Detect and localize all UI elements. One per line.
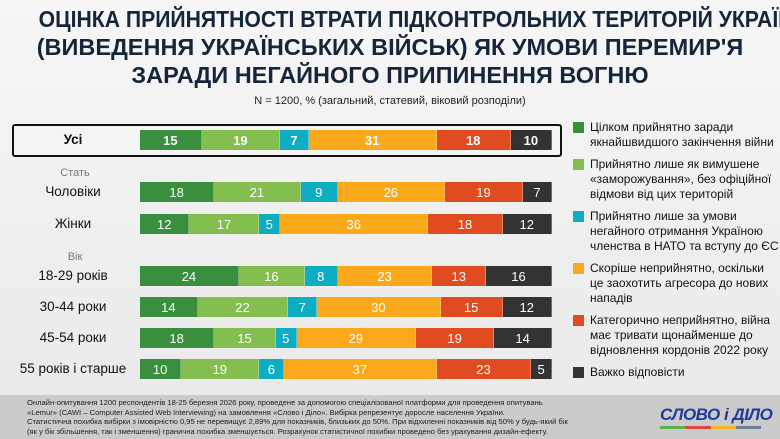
bar-segment: 29 <box>296 328 417 348</box>
stacked-bar: 18 21 9 26 19 7 <box>140 182 552 202</box>
bar-segment: 15 <box>440 297 503 317</box>
bar-segment: 19 <box>416 328 495 348</box>
note-line: Статистична похибка вибірки з імовірніст… <box>27 417 568 426</box>
bar-segment: 18 <box>140 182 215 202</box>
bar-segment: 10 <box>510 130 552 150</box>
category-label: 18-29 років <box>38 268 108 283</box>
logo-stripe-segment <box>660 426 686 429</box>
bar-segment: 17 <box>189 214 260 234</box>
bar-segment: 13 <box>432 266 487 286</box>
chart-subtitle: N = 1200, % (загальний, статевий, вікови… <box>254 95 526 107</box>
bar-segment: 5 <box>275 328 297 348</box>
bar-segment: 21 <box>214 182 301 202</box>
bar-segment: 16 <box>238 266 305 286</box>
bar-segment: 8 <box>304 266 338 286</box>
bar-segment: 5 <box>531 359 552 379</box>
logo: СЛОВО і ДІЛО <box>660 405 773 424</box>
legend-item: Цілком прийнятно заради якнайшвидшого за… <box>573 120 780 150</box>
stacked-bar: 12 17 5 36 18 12 <box>140 214 552 234</box>
bar-segment: 24 <box>140 266 239 286</box>
legend-item: Скоріше неприйнятно, оскільки це заохоти… <box>573 261 780 306</box>
bar-segment: 5 <box>259 214 281 234</box>
bar-segment: 31 <box>308 130 437 150</box>
bar-segment: 7 <box>288 297 318 317</box>
bar-segment: 7 <box>280 130 309 150</box>
bar-segment: 12 <box>502 214 552 234</box>
bar-segment: 23 <box>436 359 532 379</box>
bar-segment: 19 <box>444 182 524 202</box>
bar-segment: 18 <box>140 328 215 348</box>
legend-label: Прийнятно лише як вимушене «заморожуванн… <box>590 157 772 201</box>
stacked-bar: 15 19 7 31 18 10 <box>140 130 552 150</box>
legend-swatch <box>573 367 584 378</box>
bar-segment: 12 <box>140 214 190 234</box>
bar-segment: 26 <box>337 182 445 202</box>
category-label: Чоловіки <box>45 184 101 199</box>
legend-label: Категорично неприйнятно, війна має трива… <box>590 313 770 357</box>
title-line: ЗАРАДИ НЕГАЙНОГО ПРИПИНЕННЯ ВОГНЮ <box>131 62 649 88</box>
note-line: «Lemur» (CAWI – Computer Assisted Web In… <box>27 407 505 417</box>
logo-stripe-segment <box>710 426 736 429</box>
bar-segment: 12 <box>502 297 552 317</box>
legend-item: Прийнятно лише за умови негайного отрима… <box>573 209 780 254</box>
legend-swatch <box>573 122 584 133</box>
legend-item: Категорично неприйнятно, війна має трива… <box>573 313 780 358</box>
legend-swatch <box>573 159 584 170</box>
bar-segment: 36 <box>280 214 429 234</box>
category-label: 55 років і старше <box>19 361 127 376</box>
legend: Цілком прийнятно заради якнайшвидшого за… <box>573 120 780 380</box>
legend-label: Важко відповісти <box>590 365 685 379</box>
group-label-gender: Стать <box>60 167 90 179</box>
title-line: (ВИВЕДЕННЯ УКРАЇНСЬКИХ ВІЙСЬК) ЯК УМОВИ … <box>36 34 744 60</box>
bar-segment: 15 <box>140 130 202 150</box>
legend-item: Важко відповісти <box>573 365 780 380</box>
legend-label: Цілком прийнятно заради якнайшвидшого за… <box>590 120 774 149</box>
bar-segment: 18 <box>436 130 511 150</box>
category-label: Жінки <box>54 216 92 231</box>
note-line: Онлайн-опитування 1200 респондентів 18-2… <box>27 398 543 407</box>
legend-swatch <box>573 211 584 222</box>
legend-swatch <box>573 315 584 326</box>
bar-segment: 14 <box>494 328 552 348</box>
legend-item: Прийнятно лише як вимушене «заморожуванн… <box>573 157 780 202</box>
bar-segment: 10 <box>140 359 182 379</box>
methodology-note: Онлайн-опитування 1200 респондентів 18-2… <box>27 398 647 436</box>
bar-segment: 22 <box>197 297 289 317</box>
bar-segment: 19 <box>181 359 260 379</box>
stacked-bar: 24 16 8 23 13 16 <box>140 266 552 286</box>
bar-segment: 15 <box>214 328 276 348</box>
logo-stripe-segment <box>735 426 761 429</box>
logo-stripe <box>660 426 761 429</box>
bar-segment: 14 <box>140 297 198 317</box>
bar-segment: 37 <box>284 359 437 379</box>
bar-segment: 18 <box>428 214 503 234</box>
stacked-bar: 10 19 6 37 23 5 <box>140 359 552 379</box>
stacked-bar: 14 22 7 30 15 12 <box>140 297 552 317</box>
note-line: (як у бік збільшення, так і зменшення) г… <box>27 426 548 436</box>
bar-segment: 19 <box>201 130 281 150</box>
bar-segment: 9 <box>300 182 338 202</box>
bar-segment: 30 <box>317 297 441 317</box>
bar-segment: 23 <box>337 266 433 286</box>
group-label-age: Вік <box>67 251 83 263</box>
legend-swatch <box>573 263 584 274</box>
category-label: 30-44 роки <box>39 299 107 314</box>
bar-segment: 7 <box>523 182 552 202</box>
chart-title: ОЦІНКА ПРИЙНЯТНОСТІ ВТРАТИ ПІДКОНТРОЛЬНИ… <box>0 5 780 89</box>
category-label: Усі <box>63 132 83 147</box>
footer: Онлайн-опитування 1200 респондентів 18-2… <box>0 395 780 439</box>
legend-label: Скоріше неприйнятно, оскільки це заохоти… <box>590 261 769 305</box>
bar-segment: 6 <box>259 359 285 379</box>
title-line: ОЦІНКА ПРИЙНЯТНОСТІ ВТРАТИ ПІДКОНТРОЛЬНИ… <box>38 6 780 32</box>
bar-segment: 16 <box>486 266 552 286</box>
logo-stripe-segment <box>685 426 711 429</box>
legend-label: Прийнятно лише за умови негайного отрима… <box>590 209 779 253</box>
category-label: 45-54 роки <box>39 330 107 345</box>
stacked-bar: 18 15 5 29 19 14 <box>140 328 552 348</box>
